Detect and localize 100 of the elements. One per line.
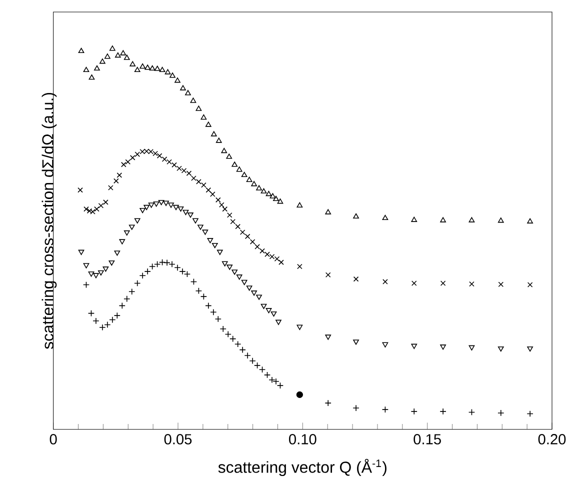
point bbox=[527, 282, 533, 288]
point bbox=[352, 404, 360, 412]
point bbox=[324, 400, 332, 406]
point bbox=[114, 250, 120, 256]
point bbox=[108, 185, 114, 190]
point bbox=[94, 65, 100, 71]
point bbox=[206, 187, 212, 193]
point bbox=[148, 202, 154, 208]
x-tick-label: 0.20 bbox=[538, 434, 566, 444]
point bbox=[216, 138, 222, 143]
point bbox=[526, 410, 534, 418]
point bbox=[410, 408, 418, 415]
point bbox=[527, 218, 533, 224]
point bbox=[94, 206, 100, 212]
point bbox=[192, 218, 198, 224]
point bbox=[78, 250, 84, 255]
point bbox=[469, 281, 474, 287]
point bbox=[277, 198, 284, 204]
point bbox=[382, 279, 388, 284]
point bbox=[172, 162, 177, 168]
point bbox=[104, 321, 111, 328]
point bbox=[296, 391, 303, 398]
point bbox=[205, 302, 212, 310]
point bbox=[278, 260, 284, 265]
point bbox=[256, 185, 262, 190]
point bbox=[190, 98, 196, 103]
point bbox=[163, 200, 169, 206]
point bbox=[149, 65, 156, 71]
point bbox=[130, 155, 136, 160]
point bbox=[173, 204, 179, 210]
point bbox=[114, 312, 120, 319]
x-axis-title: scattering vector Q (Å$^{-1}$) bbox=[218, 458, 386, 476]
point bbox=[251, 290, 257, 296]
point bbox=[325, 334, 332, 340]
point bbox=[296, 324, 303, 330]
point bbox=[178, 206, 184, 212]
point bbox=[124, 296, 130, 302]
point bbox=[153, 201, 160, 207]
point bbox=[221, 148, 228, 154]
x-tick-label: 0.05 bbox=[164, 434, 192, 444]
point bbox=[296, 202, 303, 208]
point bbox=[276, 320, 282, 325]
y-axis-title: scattering cross-section dΣ/dΩ (a.u.) bbox=[42, 92, 57, 349]
point bbox=[154, 260, 161, 268]
point bbox=[128, 224, 135, 230]
point bbox=[260, 248, 265, 254]
point bbox=[82, 281, 90, 288]
point bbox=[353, 340, 359, 345]
point bbox=[120, 50, 126, 56]
x-tick-label: 0 bbox=[50, 434, 57, 444]
point bbox=[440, 344, 446, 350]
point bbox=[276, 382, 284, 389]
point bbox=[250, 239, 256, 244]
point bbox=[196, 179, 202, 184]
point bbox=[234, 340, 242, 348]
point bbox=[168, 202, 174, 208]
point bbox=[109, 316, 116, 324]
point bbox=[260, 188, 267, 194]
point bbox=[170, 72, 176, 78]
point bbox=[440, 280, 446, 286]
point bbox=[148, 263, 156, 270]
point bbox=[102, 266, 109, 272]
point bbox=[198, 224, 204, 230]
point bbox=[128, 288, 136, 295]
point bbox=[195, 288, 202, 294]
point bbox=[210, 192, 216, 197]
point bbox=[230, 218, 236, 224]
point bbox=[297, 264, 302, 270]
point bbox=[78, 187, 83, 193]
point bbox=[411, 280, 417, 286]
point bbox=[114, 52, 121, 58]
point bbox=[134, 66, 140, 72]
point bbox=[527, 346, 533, 352]
point bbox=[158, 200, 164, 206]
point bbox=[109, 46, 116, 51]
point bbox=[124, 54, 130, 60]
point bbox=[154, 66, 160, 71]
point bbox=[92, 318, 100, 324]
point bbox=[222, 261, 228, 266]
point bbox=[212, 242, 218, 248]
point bbox=[353, 276, 359, 282]
point bbox=[99, 324, 106, 331]
point bbox=[144, 64, 151, 70]
point bbox=[210, 308, 217, 316]
point bbox=[236, 166, 242, 172]
point bbox=[246, 286, 252, 291]
point bbox=[140, 208, 146, 214]
point bbox=[134, 280, 141, 287]
point bbox=[273, 196, 279, 202]
point bbox=[266, 190, 272, 196]
point bbox=[93, 273, 99, 278]
point bbox=[246, 176, 252, 182]
point bbox=[119, 239, 126, 244]
point bbox=[144, 268, 151, 275]
point bbox=[88, 310, 95, 317]
point bbox=[270, 311, 277, 317]
point bbox=[164, 69, 171, 74]
point bbox=[239, 346, 246, 354]
point bbox=[216, 250, 223, 255]
point bbox=[202, 230, 208, 235]
